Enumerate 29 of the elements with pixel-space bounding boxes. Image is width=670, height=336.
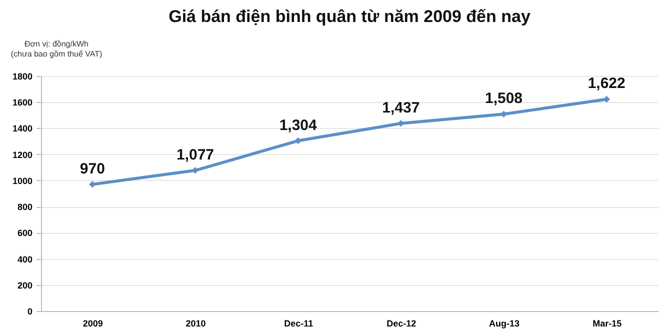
y-tick-label: 600 [17,228,32,238]
point [398,120,404,127]
x-tick-label: Mar-15 [592,318,622,328]
y-tick-label: 400 [17,254,32,264]
x-tick-label: 2009 [82,318,103,328]
y-tick-label: 0 [27,306,32,316]
y-tick-label: 1200 [12,150,32,160]
y-tick-label: 1000 [12,176,32,186]
data-label: 970 [80,160,105,178]
data-label: 1,077 [176,146,214,164]
y-axis-title: Đơn vị: đồng/kWh (chưa bao gồm thuế VAT) [10,40,102,58]
data-label: 1,437 [382,99,420,116]
data-label: 1,508 [484,90,523,108]
x-tick-label: Dec-11 [284,318,314,328]
point [294,137,302,144]
point [192,167,199,174]
y-tick-label: 1600 [12,98,32,108]
y-tick-label: 800 [17,202,32,212]
y-tick-label: 200 [17,280,32,290]
data-label: 1,622 [588,75,626,92]
x-tick-label: 2010 [186,318,206,328]
x-tick-label: Dec-12 [386,318,416,328]
point [89,181,96,188]
point [603,96,610,103]
chart-title: Giá bán điện bình quân từ năm 2009 đến nay [168,7,531,26]
x-tick-label: Aug-13 [488,318,520,328]
y-tick-label: 1400 [12,124,32,134]
data-label: 1,304 [279,116,318,134]
y-tick-label: 1800 [12,72,32,82]
